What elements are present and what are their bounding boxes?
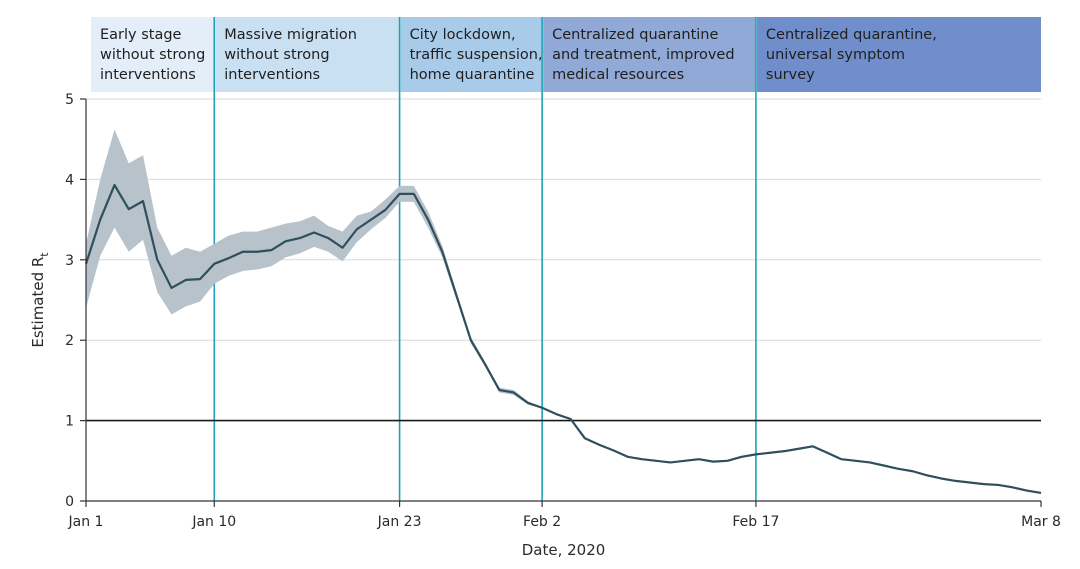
y-tick-label-2: 2	[65, 333, 74, 349]
phase-2-label-line-1: Massive migration	[224, 27, 357, 43]
y-tick-label-0: 0	[65, 494, 74, 510]
phase-2-label-line-3: interventions	[224, 67, 320, 83]
x-tick-label-5: Mar 8	[1021, 514, 1061, 530]
phase-bands: Early stage without strong interventions Ma…	[91, 17, 1041, 92]
y-axis-title-subscript: t	[38, 252, 51, 257]
phase-5-label-line-2: universal symptom	[766, 47, 905, 63]
phase-band-3	[400, 17, 543, 92]
y-axis-title-main: Estimated R	[29, 257, 47, 348]
x-axis-title: Date, 2020	[522, 541, 606, 559]
x-tick-label-2: Jan 23	[377, 514, 422, 530]
confidence-interval-band	[86, 129, 1041, 494]
phase-5-label-line-3: survey	[766, 67, 815, 83]
phase-4-label-line-1: Centralized quarantine	[552, 27, 718, 43]
phase-1-label-line-2: without strong	[100, 47, 205, 63]
x-tick-label-0: Jan 1	[68, 514, 104, 530]
x-tick-label-3: Feb 2	[523, 514, 561, 530]
phase-3-label-line-3: home quarantine	[410, 67, 535, 83]
x-tick-label-4: Feb 17	[732, 514, 779, 530]
phase-band-1	[91, 17, 215, 92]
estimated-rt-line	[84, 183, 1042, 495]
y-tick-label-5: 5	[65, 92, 74, 108]
y-axis-title: Estimated Rt	[29, 252, 51, 348]
phase-4-label-line-3: medical resources	[552, 67, 684, 83]
y-tick-label-3: 3	[65, 253, 74, 269]
phase-band-5	[756, 17, 1041, 92]
phase-1-label-line-1: Early stage	[100, 27, 182, 43]
phase-band-4	[543, 17, 756, 92]
phase-3-label-line-2: traffic suspension,	[410, 47, 543, 63]
phase-2-label-line-2: without strong	[224, 47, 329, 63]
phase-3-label-line-1: City lockdown,	[410, 27, 516, 43]
y-tick-label-4: 4	[65, 172, 74, 188]
phase-1-label-line-3: interventions	[100, 67, 196, 83]
y-gridlines	[86, 98, 1041, 341]
y-tick-label-1: 1	[65, 414, 74, 430]
x-tick-label-1: Jan 10	[191, 514, 236, 530]
phase-5-label-line-1: Centralized quarantine,	[766, 27, 937, 43]
phase-band-2	[215, 17, 400, 92]
axis-labels: Date, 2020 Estimated Rt	[29, 252, 605, 559]
axes: 0 1 2 3 4 5 Jan 1 Jan 10 Jan 23 Feb 2 Feb 17 Mar 8	[65, 92, 1061, 530]
phase-4-label-line-2: and treatment, improved	[552, 47, 734, 63]
